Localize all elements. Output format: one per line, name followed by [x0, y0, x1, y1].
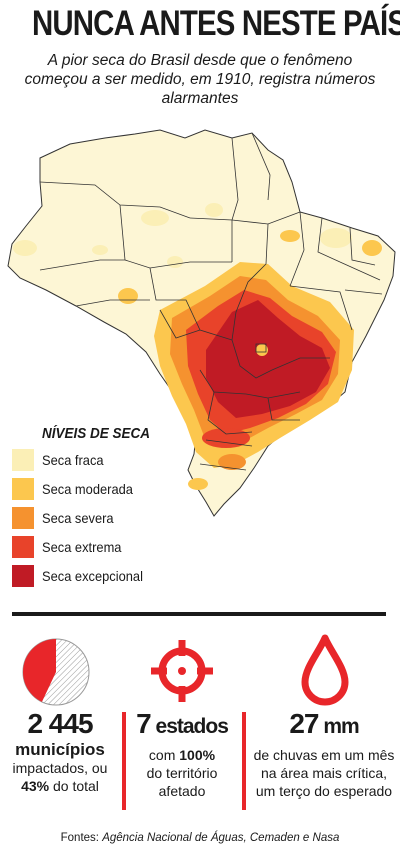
- stat-municipios-line2: impactados, ou: [12, 760, 108, 776]
- pie-chart-icon: [22, 638, 90, 706]
- legend-title: NÍVEIS DE SECA: [42, 425, 151, 442]
- stat-chuva-value: 27 mm: [250, 708, 398, 740]
- stat-estados-line3: afetado: [158, 783, 206, 799]
- stat-estados-unit: estados: [150, 715, 229, 738]
- stat-estados-value: 7 estados: [128, 708, 236, 740]
- stat-municipios-text: municípios impactados, ou 43% do total: [2, 741, 118, 795]
- legend-label: Seca fraca: [42, 452, 104, 468]
- stat-estados-text: com 100% do território afetado: [128, 746, 236, 800]
- legend-label: Seca moderada: [42, 481, 133, 497]
- stat-chuva-line2: na área mais crítica,: [260, 765, 388, 781]
- stat-estados-percent: 100%: [179, 747, 216, 763]
- stat-chuva-number: 27: [289, 708, 319, 739]
- legend-label: Seca excepcional: [42, 568, 143, 584]
- legend-swatch: [12, 478, 34, 500]
- page-title: NUNCA ANTES NESTE PAÍS: [32, 4, 400, 43]
- federal-district: [255, 343, 267, 353]
- stat-municipios-total: do total: [49, 778, 99, 794]
- stat-municipios-line3: 43% do total: [2, 777, 118, 795]
- page-subtitle: A pior seca do Brasil desde que o fenôme…: [24, 52, 376, 107]
- legend-label: Seca severa: [42, 510, 114, 526]
- legend-swatch: [12, 449, 34, 471]
- stat-separator-left: [122, 712, 126, 810]
- stat-estados-number: 7: [136, 708, 152, 739]
- sources-prefix: Fontes:: [60, 832, 103, 844]
- sources-text: Agência Nacional de Águas, Cemaden e Nas…: [102, 832, 340, 844]
- legend-swatch: [12, 536, 34, 558]
- drought-core: [154, 262, 354, 490]
- stat-chuva-text: de chuvas em um mês na área mais crítica…: [250, 746, 398, 800]
- stat-municipios-line1: municípios: [15, 740, 105, 759]
- drought-patches-north: [13, 203, 382, 304]
- stat-chuva-line3: um terço do esperado: [255, 783, 393, 799]
- target-crosshair-icon: [151, 640, 213, 702]
- stat-separator-right: [242, 712, 246, 810]
- stat-estados-pre: com: [148, 747, 180, 763]
- legend-swatch: [12, 507, 34, 529]
- stat-municipios-value: 2 445: [27, 708, 93, 739]
- stat-chuva-unit: mm: [318, 715, 359, 738]
- brazil-drought-map: [7, 129, 396, 517]
- legend-swatch: [12, 565, 34, 587]
- state-borders: [39, 132, 383, 471]
- sources-footer: Fontes: Agência Nacional de Águas, Cemad…: [0, 832, 400, 844]
- legend-label: Seca extrema: [42, 539, 122, 555]
- section-divider: [12, 612, 386, 616]
- pie-slice-impacted: [22, 639, 56, 702]
- stat-chuva-line1: de chuvas em um mês: [253, 747, 395, 763]
- stat-estados-line1: com 100%: [128, 746, 236, 764]
- stat-municipios-percent: 43%: [21, 778, 50, 794]
- water-drop-icon: [301, 634, 349, 706]
- stat-estados-line2: do território: [146, 765, 218, 781]
